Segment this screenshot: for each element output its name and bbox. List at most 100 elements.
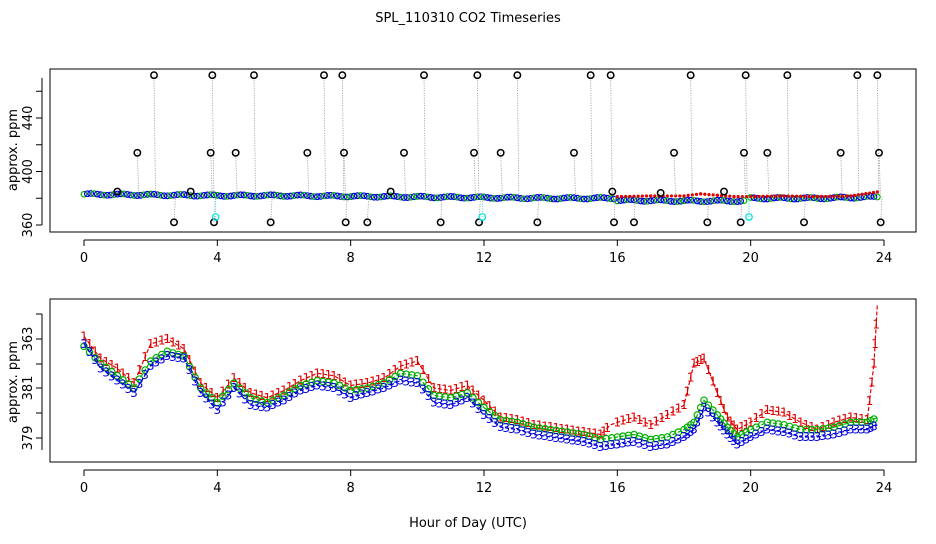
top-raw-point bbox=[436, 218, 445, 227]
bottom-marker-1: 1 bbox=[286, 380, 294, 394]
top-baseline-point bbox=[657, 196, 665, 204]
bottom-series-line bbox=[83, 345, 878, 441]
top-baseline-point bbox=[197, 192, 205, 200]
bottom-marker-o bbox=[796, 425, 805, 434]
bottom-marker-3: 3 bbox=[252, 399, 260, 413]
bottom-marker-1: 1 bbox=[480, 393, 488, 407]
bottom-marker-1: 1 bbox=[419, 363, 427, 377]
bottom-marker-1: 1 bbox=[108, 358, 116, 372]
bottom-marker-1: 1 bbox=[386, 367, 394, 381]
bottom-marker-1: 1 bbox=[802, 418, 810, 432]
bottom-marker-1: 1 bbox=[724, 410, 732, 424]
bottom-marker-3: 3 bbox=[558, 432, 566, 446]
bottom-marker-o bbox=[870, 415, 878, 423]
top-baseline-point bbox=[757, 195, 765, 203]
bottom-marker-1: 1 bbox=[341, 375, 349, 389]
bottom-marker-1: 1 bbox=[652, 414, 660, 428]
top-baseline-point bbox=[160, 192, 168, 200]
top-x-tick-label: 12 bbox=[476, 251, 493, 266]
x-axis-label: Hour of Day (UTC) bbox=[409, 516, 527, 531]
bottom-marker-1: 1 bbox=[102, 355, 110, 369]
top-baseline-point bbox=[787, 195, 795, 203]
bottom-marker-3: 3 bbox=[486, 412, 494, 426]
top-raw-point bbox=[386, 187, 395, 196]
top-baseline-point bbox=[237, 191, 245, 199]
bottom-marker-1: 1 bbox=[175, 339, 183, 353]
top-baseline-point bbox=[640, 197, 648, 205]
top-baseline-point bbox=[287, 192, 295, 200]
top-baseline-point bbox=[737, 197, 745, 205]
bottom-marker-o bbox=[552, 426, 561, 435]
bottom-marker-3: 3 bbox=[525, 426, 533, 440]
bottom-marker-3: 3 bbox=[164, 349, 172, 363]
bottom-marker-1: 1 bbox=[819, 420, 827, 434]
bottom-marker-o bbox=[857, 418, 866, 427]
top-raw-point bbox=[303, 148, 312, 157]
bottom-marker-1: 1 bbox=[464, 379, 472, 393]
bottom-marker-3: 3 bbox=[709, 410, 717, 424]
top-baseline-point bbox=[290, 192, 298, 199]
bottom-marker-3: 3 bbox=[841, 424, 849, 438]
bottom-marker-1: 1 bbox=[647, 418, 655, 432]
bottom-marker-3: 3 bbox=[225, 388, 233, 402]
bottom-marker-3: 3 bbox=[664, 437, 672, 451]
top-raw-point bbox=[630, 218, 638, 227]
bottom-marker-1: 1 bbox=[558, 422, 566, 436]
top-raw-point bbox=[610, 218, 618, 227]
top-baseline-point bbox=[660, 196, 668, 204]
bottom-marker-o bbox=[607, 434, 616, 442]
bottom-marker-1: 1 bbox=[169, 335, 177, 349]
top-baseline-point bbox=[360, 192, 368, 200]
bottom-marker-3: 3 bbox=[619, 437, 627, 451]
bottom-x-tick-label: 24 bbox=[876, 481, 893, 496]
top-red-point bbox=[769, 194, 774, 198]
top-baseline-point bbox=[517, 194, 525, 202]
top-baseline-point bbox=[397, 193, 405, 201]
top-spike-line bbox=[173, 195, 176, 223]
top-calibration-point bbox=[211, 213, 220, 221]
bottom-marker-1: 1 bbox=[742, 418, 750, 432]
bottom-marker-1: 1 bbox=[619, 414, 627, 428]
bottom-marker-3: 3 bbox=[358, 388, 366, 402]
top-raw-point bbox=[608, 187, 617, 196]
bottom-marker-o bbox=[219, 392, 227, 400]
bottom-marker-3: 3 bbox=[130, 386, 138, 400]
top-raw-point bbox=[875, 148, 883, 157]
bottom-marker-3: 3 bbox=[141, 368, 149, 382]
bottom-marker-o bbox=[563, 428, 572, 436]
top-red-point bbox=[690, 193, 694, 197]
bottom-marker-3: 3 bbox=[414, 376, 422, 390]
bottom-marker-1: 1 bbox=[597, 428, 605, 442]
top-red-point bbox=[744, 194, 749, 199]
bottom-marker-1: 1 bbox=[641, 415, 649, 429]
top-red-point bbox=[699, 192, 703, 196]
top-baseline-point bbox=[753, 194, 761, 202]
bottom-marker-3: 3 bbox=[197, 386, 205, 400]
top-baseline-point bbox=[523, 195, 531, 203]
bottom-marker-1: 1 bbox=[764, 403, 772, 417]
bottom-marker-3: 3 bbox=[341, 388, 349, 402]
bottom-marker-3: 3 bbox=[690, 423, 698, 437]
top-spike-line bbox=[876, 75, 880, 196]
top-red-point bbox=[707, 192, 711, 197]
bottom-marker-1: 1 bbox=[687, 370, 695, 384]
bottom-marker-3: 3 bbox=[269, 398, 277, 412]
bottom-marker-o bbox=[130, 384, 138, 392]
bottom-marker-3: 3 bbox=[302, 382, 310, 396]
top-spike-line bbox=[536, 195, 540, 223]
bottom-marker-1: 1 bbox=[191, 365, 199, 379]
bottom-marker-3: 3 bbox=[180, 352, 188, 366]
bottom-marker-o bbox=[285, 388, 294, 396]
top-red-point bbox=[871, 190, 876, 195]
top-baseline-point bbox=[363, 192, 371, 200]
bottom-marker-1: 1 bbox=[497, 410, 505, 424]
bottom-marker-3: 3 bbox=[452, 396, 460, 410]
bottom-marker-3: 3 bbox=[825, 428, 833, 442]
top-baseline-point bbox=[307, 192, 315, 200]
top-spike-line bbox=[500, 152, 503, 196]
top-red-point bbox=[819, 194, 824, 199]
top-spike-line bbox=[673, 152, 676, 196]
top-baseline-point bbox=[510, 193, 518, 201]
top-raw-point bbox=[741, 71, 750, 80]
